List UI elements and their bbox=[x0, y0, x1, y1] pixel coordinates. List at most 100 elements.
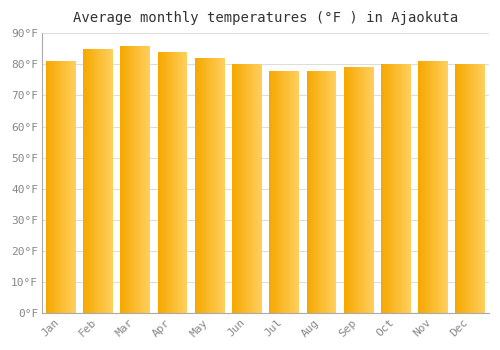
Bar bbox=[134, 46, 136, 313]
Bar bbox=[112, 49, 113, 313]
Bar bbox=[366, 68, 368, 313]
Bar bbox=[61, 61, 62, 313]
Bar bbox=[144, 46, 145, 313]
Bar bbox=[88, 49, 89, 313]
Bar bbox=[184, 52, 186, 313]
Bar bbox=[111, 49, 112, 313]
Bar bbox=[55, 61, 56, 313]
Bar bbox=[65, 61, 66, 313]
Bar bbox=[172, 52, 174, 313]
Bar bbox=[279, 71, 280, 313]
Bar bbox=[389, 64, 390, 313]
Bar bbox=[286, 71, 287, 313]
Bar bbox=[456, 64, 458, 313]
Bar bbox=[277, 71, 278, 313]
Bar bbox=[101, 49, 102, 313]
Bar bbox=[70, 61, 71, 313]
Bar bbox=[258, 64, 259, 313]
Bar bbox=[308, 71, 310, 313]
Bar bbox=[200, 58, 201, 313]
Bar bbox=[354, 68, 356, 313]
Bar bbox=[444, 61, 445, 313]
Bar bbox=[289, 71, 290, 313]
Bar bbox=[428, 61, 429, 313]
Bar bbox=[49, 61, 50, 313]
Bar bbox=[316, 71, 318, 313]
Bar bbox=[126, 46, 128, 313]
Bar bbox=[170, 52, 172, 313]
Bar bbox=[186, 52, 188, 313]
Title: Average monthly temperatures (°F ) in Ajaokuta: Average monthly temperatures (°F ) in Aj… bbox=[73, 11, 458, 25]
Bar bbox=[287, 71, 288, 313]
Bar bbox=[433, 61, 434, 313]
Bar bbox=[164, 52, 166, 313]
Bar bbox=[98, 49, 99, 313]
Bar bbox=[401, 64, 402, 313]
Bar bbox=[395, 64, 396, 313]
Bar bbox=[72, 61, 73, 313]
Bar bbox=[166, 52, 168, 313]
Bar bbox=[332, 71, 334, 313]
Bar bbox=[274, 71, 276, 313]
Bar bbox=[178, 52, 180, 313]
Bar bbox=[212, 58, 214, 313]
Bar bbox=[447, 61, 448, 313]
Bar bbox=[350, 68, 352, 313]
Bar bbox=[73, 61, 74, 313]
Bar bbox=[146, 46, 147, 313]
Bar bbox=[293, 71, 294, 313]
Bar bbox=[47, 61, 48, 313]
Bar bbox=[437, 61, 438, 313]
Bar bbox=[257, 64, 258, 313]
Bar bbox=[52, 61, 53, 313]
Bar bbox=[348, 68, 350, 313]
Bar bbox=[438, 61, 439, 313]
Bar bbox=[318, 71, 320, 313]
Bar bbox=[67, 61, 68, 313]
Bar bbox=[436, 61, 437, 313]
Bar bbox=[239, 64, 240, 313]
Bar bbox=[251, 64, 252, 313]
Bar bbox=[97, 49, 98, 313]
Bar bbox=[291, 71, 292, 313]
Bar bbox=[306, 71, 308, 313]
Bar bbox=[256, 64, 257, 313]
Bar bbox=[396, 64, 397, 313]
Bar bbox=[475, 64, 476, 313]
Bar bbox=[162, 52, 164, 313]
Bar bbox=[149, 46, 150, 313]
Bar bbox=[344, 68, 346, 313]
Bar bbox=[105, 49, 106, 313]
Bar bbox=[484, 64, 485, 313]
Bar bbox=[203, 58, 204, 313]
Bar bbox=[446, 61, 447, 313]
Bar bbox=[432, 61, 433, 313]
Bar bbox=[394, 64, 395, 313]
Bar bbox=[48, 61, 49, 313]
Bar bbox=[441, 61, 442, 313]
Bar bbox=[272, 71, 274, 313]
Bar bbox=[388, 64, 389, 313]
Bar bbox=[440, 61, 441, 313]
Bar bbox=[106, 49, 107, 313]
Bar bbox=[261, 64, 262, 313]
Bar bbox=[57, 61, 58, 313]
Bar bbox=[468, 64, 469, 313]
Bar bbox=[462, 64, 464, 313]
Bar bbox=[386, 64, 387, 313]
Bar bbox=[382, 64, 383, 313]
Bar bbox=[460, 64, 462, 313]
Bar bbox=[102, 49, 103, 313]
Bar bbox=[362, 68, 364, 313]
Bar bbox=[260, 64, 261, 313]
Bar bbox=[421, 61, 422, 313]
Bar bbox=[53, 61, 54, 313]
Bar bbox=[330, 71, 332, 313]
Bar bbox=[480, 64, 481, 313]
Bar bbox=[385, 64, 386, 313]
Bar bbox=[71, 61, 72, 313]
Bar bbox=[423, 61, 424, 313]
Bar bbox=[54, 61, 55, 313]
Bar bbox=[466, 64, 468, 313]
Bar bbox=[403, 64, 404, 313]
